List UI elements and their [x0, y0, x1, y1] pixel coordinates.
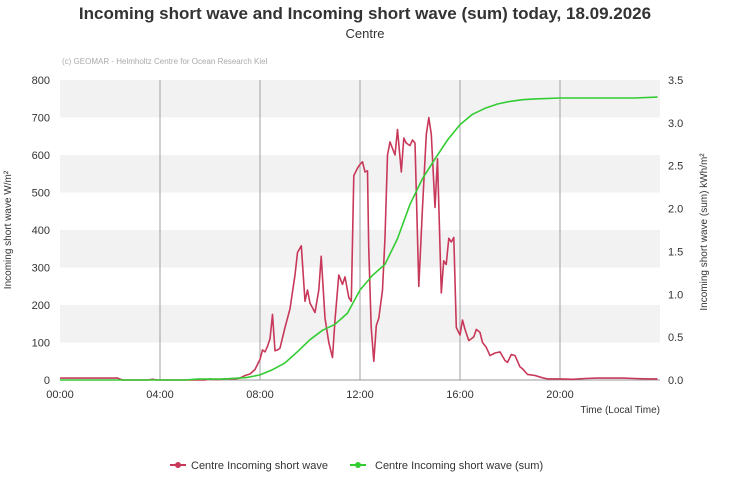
y-left-tick-label: 0	[44, 375, 50, 387]
chart-subtitle: Centre	[345, 26, 384, 41]
y-axis-right-title: Incoming short wave (sum) kWh/m²	[699, 153, 710, 311]
legend-item-short-wave-sum[interactable]: Centre Incoming short wave (sum)	[350, 460, 543, 472]
y-left-tick-label: 500	[32, 188, 50, 200]
y-left-tick-label: 600	[32, 150, 50, 162]
series-line-short-wave-sum	[60, 96, 658, 381]
y-right-tick-label: 0.0	[668, 375, 683, 387]
legend-label-short-wave: Centre Incoming short wave	[191, 460, 328, 472]
legend-item-short-wave[interactable]: Centre Incoming short wave	[170, 460, 328, 472]
x-tick-label: 16:00	[446, 389, 474, 401]
x-tick-label: 12:00	[346, 389, 374, 401]
y-right-tick-label: 3.5	[668, 75, 683, 87]
legend-marker-short-wave-sum	[355, 462, 361, 468]
y-left-tick-label: 200	[32, 300, 50, 312]
y-axis-right-ticks: 0.0 0.5 1.0 1.5 2.0 2.5 3.0 3.5	[668, 75, 683, 387]
legend-marker-short-wave	[175, 462, 181, 468]
y-left-tick-label: 400	[32, 225, 50, 237]
credit-text: (c) GEOMAR - Helmholtz Centre for Ocean …	[62, 57, 268, 66]
y-axis-left-title: Incoming short wave W/m²	[3, 170, 14, 289]
x-axis-title: Time (Local Time)	[580, 405, 660, 416]
x-tick-label: 04:00	[146, 389, 174, 401]
y-right-tick-label: 2.0	[668, 204, 683, 216]
y-right-tick-label: 1.0	[668, 289, 683, 301]
x-axis-ticks: 00:00 04:00 08:00 12:00 16:00 20:00	[46, 389, 574, 401]
legend-label-short-wave-sum: Centre Incoming short wave (sum)	[375, 460, 543, 472]
x-tick-label: 08:00	[246, 389, 274, 401]
y-left-tick-label: 800	[32, 75, 50, 87]
y-left-tick-label: 100	[32, 338, 50, 350]
y-right-tick-label: 0.5	[668, 332, 683, 344]
y-left-tick-label: 700	[32, 113, 50, 125]
legend: Centre Incoming short wave Centre Incomi…	[170, 460, 543, 472]
y-right-tick-label: 2.5	[668, 161, 683, 173]
grid-vertical-lines	[159, 80, 561, 380]
series-lines	[60, 96, 658, 381]
y-right-tick-label: 1.5	[668, 246, 683, 258]
y-right-tick-label: 3.0	[668, 118, 683, 130]
x-tick-label: 20:00	[546, 389, 574, 401]
series-line-short-wave	[60, 116, 658, 381]
chart-title: Incoming short wave and Incoming short w…	[79, 4, 651, 23]
x-tick-label: 00:00	[46, 389, 74, 401]
y-axis-left-ticks: 0 100 200 300 400 500 600 700 800	[32, 75, 50, 387]
y-left-tick-label: 300	[32, 263, 50, 275]
